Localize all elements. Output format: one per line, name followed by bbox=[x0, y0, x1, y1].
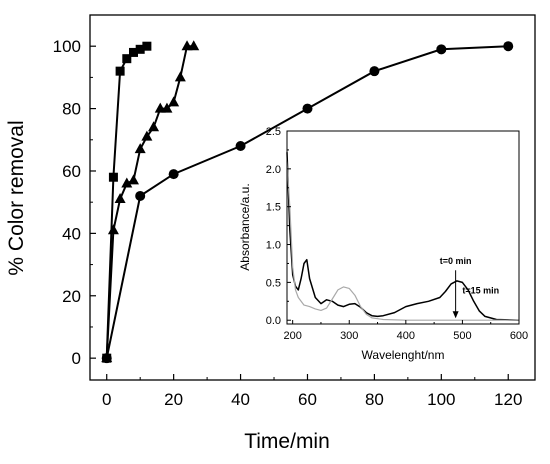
inset-y-tick-label: 2.5 bbox=[266, 126, 281, 138]
circle-point bbox=[101, 353, 112, 364]
triangle-point bbox=[134, 143, 146, 154]
main-x-tick-label: 80 bbox=[365, 390, 384, 409]
square-series-line bbox=[105, 45, 148, 359]
triangle-point bbox=[114, 193, 126, 204]
square-point bbox=[115, 66, 125, 76]
inset-y-tick-label: 1.5 bbox=[266, 202, 281, 214]
main-x-tick-label: 120 bbox=[494, 390, 522, 409]
inset-x-tick-label: 600 bbox=[510, 330, 528, 342]
triangle-point bbox=[107, 224, 119, 235]
inset-ticks: 200 300 400 500 600 0.0 0.5 1.0 1.5 2.0 2.5 bbox=[266, 126, 528, 342]
main-x-tick-label: 40 bbox=[231, 390, 250, 409]
circle-point bbox=[436, 44, 447, 55]
main-y-tick-label: 80 bbox=[62, 100, 81, 119]
square-point bbox=[122, 54, 132, 64]
main-y-tick-label: 20 bbox=[62, 287, 81, 306]
inset-y-tick-label: 2.0 bbox=[266, 164, 281, 176]
inset-annotations: t=0 min t=15 min bbox=[440, 256, 499, 319]
triangle-point bbox=[141, 130, 153, 141]
main-y-tick-label: 60 bbox=[62, 162, 81, 181]
main-y-tick-label: 0 bbox=[72, 349, 81, 368]
main-series bbox=[101, 40, 514, 364]
inset-y-tick-label: 0.5 bbox=[266, 277, 281, 289]
main-plot-frame bbox=[89, 14, 536, 381]
circle-point bbox=[302, 103, 313, 114]
circle-point bbox=[503, 41, 514, 52]
main-y-tick-label: 100 bbox=[53, 37, 81, 56]
decay-arrow-head bbox=[452, 311, 459, 319]
inset-y-axis-title: Absorbance/a.u. bbox=[238, 183, 252, 270]
triangle-point bbox=[161, 102, 173, 113]
circle-point bbox=[369, 66, 380, 77]
triangle-point bbox=[168, 96, 180, 107]
main-ticks: 0 20 40 60 80 100 120 0 20 40 60 80 100 bbox=[53, 37, 523, 409]
inset-plot-frame bbox=[286, 130, 520, 325]
circle-series-line bbox=[105, 45, 509, 359]
triangle-point bbox=[127, 174, 139, 185]
main-x-tick-label: 60 bbox=[298, 390, 317, 409]
inset-x-tick-label: 500 bbox=[453, 330, 471, 342]
spectrum-t0-line bbox=[286, 152, 520, 321]
spectrum-t15-line bbox=[286, 161, 519, 321]
square-point bbox=[142, 41, 152, 51]
annotation-t15: t=15 min bbox=[462, 286, 499, 296]
square-point bbox=[128, 47, 138, 57]
inset-y-tick-label: 1.0 bbox=[266, 240, 281, 252]
inset-x-tick-label: 400 bbox=[397, 330, 415, 342]
main-y-axis-title: % Color removal bbox=[5, 120, 28, 275]
triangle-point bbox=[188, 40, 200, 51]
main-x-tick-label: 20 bbox=[164, 390, 183, 409]
main-y-tick-label: 40 bbox=[62, 224, 81, 243]
main-x-axis-title: Time/min bbox=[244, 430, 330, 453]
inset-x-axis-title: Wavelenght/nm bbox=[362, 348, 445, 362]
main-x-tick-label: 0 bbox=[102, 390, 111, 409]
inset-series bbox=[286, 152, 520, 321]
circle-point bbox=[168, 169, 179, 180]
triangle-point bbox=[174, 71, 186, 82]
annotation-t0: t=0 min bbox=[440, 256, 472, 266]
square-point bbox=[108, 172, 118, 182]
circle-point bbox=[135, 190, 146, 201]
triangle-point bbox=[121, 177, 133, 188]
inset-x-tick-label: 200 bbox=[283, 330, 301, 342]
square-point bbox=[135, 44, 145, 54]
triangle-point bbox=[148, 121, 160, 132]
main-x-tick-label: 100 bbox=[427, 390, 455, 409]
inset-y-tick-label: 0.0 bbox=[266, 315, 281, 327]
circle-point bbox=[235, 141, 246, 152]
inset-x-tick-label: 300 bbox=[340, 330, 358, 342]
inset-background bbox=[287, 131, 519, 324]
inset-chart: 200 300 400 500 600 0.0 0.5 1.0 1.5 2.0 2.5 Wavele… bbox=[238, 126, 528, 362]
